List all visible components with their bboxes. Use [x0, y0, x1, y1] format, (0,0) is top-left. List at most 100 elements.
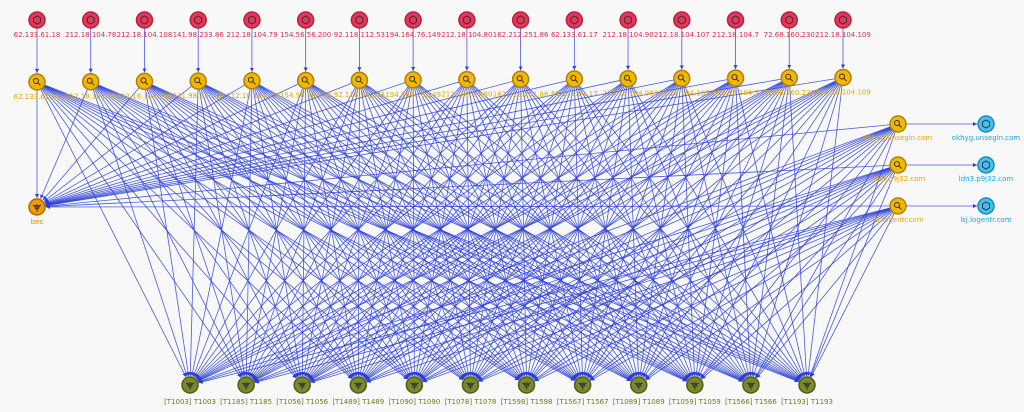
domain-node[interactable]: lsj.logentr.com: [960, 197, 1012, 224]
indicator-node-circle: [350, 71, 369, 89]
ip-node[interactable]: 212.18.104.109: [815, 11, 871, 39]
domain-indicator-node[interactable]: okhyg.unsegin.com: [864, 115, 933, 142]
technique-node-icon: [241, 382, 251, 390]
edge: [195, 79, 468, 379]
edge: [45, 77, 790, 207]
ip-node[interactable]: 212.18.104.107: [654, 11, 710, 39]
technique-node[interactable]: [T1185] T1185: [220, 376, 272, 406]
ip-node-icon: [839, 15, 847, 25]
ip-node[interactable]: 212.18.104.108: [117, 11, 173, 39]
ip-node[interactable]: 141.98.233.86: [173, 11, 225, 39]
edge: [422, 123, 899, 382]
technique-node[interactable]: [T1090] T1090: [388, 376, 440, 406]
ip-node-icon: [516, 15, 525, 25]
ip-node-label: 212.18.104.108: [117, 31, 173, 39]
indicator-node-label: 212.18.104.7: [712, 89, 759, 97]
ip-node-circle: [565, 11, 584, 29]
indicator-node-label: 92.118.112.53: [334, 91, 385, 99]
technique-node[interactable]: [T1489] T1489: [332, 376, 384, 406]
indicator-node[interactable]: 162.212.251.86: [493, 70, 549, 98]
indicator-node[interactable]: 212.18.104.7: [712, 69, 759, 97]
ip-node-label: 92.118.112.53: [334, 31, 385, 39]
ip-node[interactable]: 194.164.76.149: [385, 11, 441, 39]
edge: [756, 205, 899, 379]
ip-node[interactable]: 62.133.61.18: [14, 11, 61, 39]
indicator-node[interactable]: 141.98.233.86: [173, 72, 225, 100]
indicator-node-label: 162.212.251.86: [493, 90, 549, 98]
indicator-node[interactable]: 92.118.112.53: [334, 71, 385, 99]
technique-node-label: [T1056] T1056: [276, 398, 328, 406]
technique-node[interactable]: [T1078] T1078: [445, 376, 497, 406]
technique-node[interactable]: [T1059] T1059: [669, 376, 721, 406]
technique-node-label: [T1598] T1598: [501, 398, 553, 406]
domain-indicator-node-circle: [889, 115, 907, 133]
edge: [478, 205, 899, 382]
technique-node[interactable]: [T1567] T1567: [557, 376, 609, 406]
malware-node[interactable]: bec: [28, 198, 46, 226]
edge: [310, 205, 899, 384]
indicator-node[interactable]: 212.18.104.108: [117, 72, 173, 100]
indicator-node-label: 212.18.104.107: [654, 89, 710, 97]
ip-node[interactable]: 154.56.56.200: [280, 11, 331, 39]
domain-node[interactable]: ldn3.p9j32.com: [959, 156, 1014, 183]
domain-indicator-node[interactable]: lsj.logentr.com: [872, 197, 924, 224]
technique-node[interactable]: [T1003] T1003: [164, 376, 216, 406]
edge: [254, 164, 899, 383]
edge: [45, 78, 682, 207]
indicator-node-icon: [731, 74, 740, 82]
indicator-node[interactable]: 62.133.61.17: [551, 70, 598, 98]
domain-node[interactable]: okhyg.unsegin.com: [952, 115, 1021, 142]
indicator-node[interactable]: 212.18.104.90: [602, 69, 654, 98]
ip-node-label: 212.18.104.7: [712, 31, 759, 39]
ip-node[interactable]: 212.18.104.90: [602, 11, 654, 39]
ip-node[interactable]: 212.18.104.7: [712, 11, 759, 39]
ip-node[interactable]: 92.118.112.53: [334, 11, 385, 39]
ip-node-icon: [33, 15, 41, 25]
domain-node-circle: [977, 156, 995, 174]
edge: [44, 80, 306, 204]
ip-node[interactable]: 162.212.251.86: [493, 11, 549, 39]
technique-node-label: [T1078] T1078: [445, 398, 497, 406]
edge: [188, 81, 199, 377]
edge: [197, 77, 844, 382]
ip-node[interactable]: 212.18.104.80: [441, 11, 492, 39]
indicator-node[interactable]: 212.18.104.109: [815, 68, 871, 97]
indicator-node[interactable]: 212.18.104.79: [226, 72, 278, 100]
ip-node[interactable]: 212.18.104.78: [65, 11, 116, 39]
indicator-node[interactable]: 212.18.104.78: [65, 72, 116, 101]
ip-node[interactable]: 212.18.104.79: [226, 11, 278, 39]
ip-node-icon: [785, 15, 794, 25]
edge: [197, 78, 683, 381]
indicator-node[interactable]: 212.18.104.80: [441, 70, 492, 99]
technique-node[interactable]: [T1566] T1566: [725, 376, 777, 406]
indicator-node-icon: [140, 77, 149, 86]
technique-node[interactable]: [T1193] T1193: [781, 376, 833, 406]
indicator-node[interactable]: 194.164.76.149: [385, 71, 441, 99]
ip-node-circle: [189, 11, 207, 29]
technique-node[interactable]: [T1056] T1056: [276, 376, 329, 406]
domain-indicator-node[interactable]: ldn3.p9j32.com: [871, 156, 926, 183]
indicator-node-circle: [511, 70, 530, 89]
ip-node-circle: [834, 11, 852, 29]
ip-node-circle: [135, 11, 154, 29]
technique-node[interactable]: [T1598] T1598: [501, 376, 553, 406]
edge: [701, 205, 899, 380]
malware-node-icon: [32, 204, 42, 212]
indicator-node[interactable]: 72.68.160.230: [764, 69, 815, 97]
domain-node-icon: [982, 119, 990, 129]
technique-node-label: [T1185] T1185: [220, 398, 272, 406]
edge: [810, 205, 899, 378]
indicator-node[interactable]: 212.18.104.107: [654, 69, 710, 97]
ip-node[interactable]: 72.68.160.230: [764, 11, 815, 39]
ip-node-circle: [81, 11, 100, 29]
indicator-node[interactable]: 62.133.61.18: [14, 73, 61, 101]
technique-node[interactable]: [T1089] T1089: [613, 376, 665, 406]
ip-node[interactable]: 62.133.61.17: [551, 11, 598, 39]
edge: [588, 77, 844, 379]
edge: [366, 205, 899, 383]
indicator-node[interactable]: 154.56.56.200: [280, 71, 331, 100]
edge: [144, 81, 191, 377]
ip-node-icon: [624, 15, 632, 25]
ip-node-icon: [140, 15, 149, 25]
